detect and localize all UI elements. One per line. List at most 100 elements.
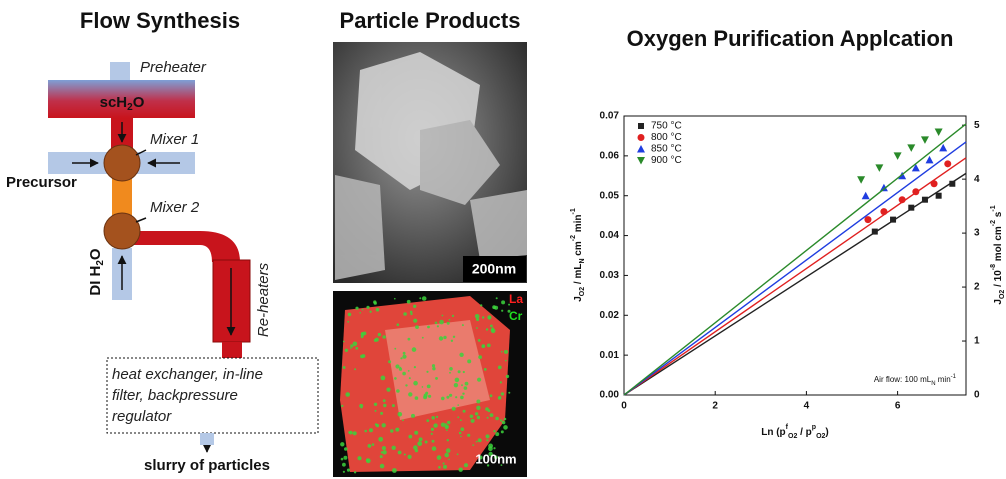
- cr-dot: [454, 383, 458, 387]
- cr-dot: [504, 350, 508, 354]
- cr-dot: [374, 339, 377, 342]
- cr-dot: [369, 311, 371, 313]
- cr-dot: [383, 404, 386, 407]
- y2-tick-label: 3: [974, 228, 980, 239]
- cr-dot: [341, 458, 344, 461]
- cr-dot: [504, 418, 507, 421]
- cr-dot: [419, 297, 421, 299]
- cr-dot: [344, 447, 348, 451]
- cr-dot: [476, 400, 480, 404]
- cr-dot: [475, 412, 478, 415]
- cr-dot: [476, 441, 478, 443]
- y-tick-label: 0.07: [600, 111, 620, 122]
- cr-dot: [422, 296, 427, 301]
- annotation: Air flow: 100 mLN min-1: [874, 374, 957, 387]
- cr-dot: [486, 434, 490, 438]
- chart: Oxygen Purification Applcation Ln (pfO2 …: [570, 26, 1006, 440]
- cr-dot: [408, 435, 412, 439]
- cr-dot: [378, 437, 383, 442]
- cr-dot: [432, 364, 435, 367]
- marker: [890, 217, 896, 223]
- legend-marker: [637, 145, 645, 153]
- cr-dot: [460, 436, 462, 438]
- cr-dot: [423, 395, 427, 399]
- outlet: [200, 433, 214, 445]
- cr-dot: [436, 416, 438, 418]
- cr-dot: [372, 443, 375, 446]
- cr-dot: [486, 328, 488, 330]
- legend-marker: [638, 123, 644, 129]
- cr-dot: [477, 378, 481, 382]
- cr-dot: [357, 456, 361, 460]
- cr-dot: [382, 335, 386, 339]
- cr-dot: [410, 311, 413, 314]
- cr-dot: [413, 305, 416, 308]
- cr-dot: [470, 415, 474, 419]
- legend-marker: [638, 134, 645, 141]
- cr-dot: [491, 328, 494, 331]
- y-axis-label: JO2 / mLN cm-2 min-1: [570, 208, 586, 302]
- cr-dot: [472, 444, 474, 446]
- cr-dot: [455, 378, 460, 383]
- cr-dot: [398, 412, 403, 417]
- cr-dot: [500, 419, 502, 421]
- fit-line: [624, 142, 966, 395]
- cr-dot: [427, 326, 430, 329]
- mixer-label: Mixer 1: [150, 131, 199, 148]
- cr-dot: [467, 359, 471, 363]
- cr-dot: [498, 396, 502, 400]
- marker: [875, 164, 883, 172]
- cr-dot: [446, 396, 449, 399]
- cr-dot: [488, 317, 491, 320]
- cr-dot: [500, 381, 502, 383]
- y-tick-label: 0.01: [600, 350, 620, 361]
- cr-dot: [457, 416, 459, 418]
- scale-label: 100nm: [475, 451, 516, 466]
- cr-dot: [494, 306, 498, 310]
- marker: [872, 229, 878, 235]
- cr-dot: [417, 441, 422, 446]
- cr-dot: [481, 344, 485, 348]
- y2-tick-label: 4: [974, 174, 980, 185]
- cr-dot: [439, 320, 444, 325]
- cr-dot: [501, 430, 504, 433]
- y-tick-label: 0.03: [600, 270, 620, 281]
- cr-dot: [490, 413, 494, 417]
- marker: [949, 181, 955, 187]
- cr-dot: [407, 300, 411, 304]
- cr-dot: [341, 405, 343, 407]
- cr-dot: [441, 397, 445, 401]
- cr-dot: [390, 429, 393, 432]
- legend-label: 900 °C: [651, 155, 682, 166]
- cr-dot: [382, 446, 386, 450]
- cr-dot: [375, 410, 377, 412]
- cr-dot: [354, 368, 356, 370]
- cr-dot: [442, 315, 444, 317]
- panel-title: Particle Products: [340, 8, 521, 33]
- box-text: filter, backpressure: [112, 387, 238, 404]
- map-legend: La: [509, 292, 523, 306]
- cr-dot: [480, 304, 482, 306]
- cr-dot: [477, 416, 480, 419]
- chart-title: Oxygen Purification Applcation: [627, 26, 954, 51]
- cr-dot: [447, 439, 449, 441]
- cr-dot: [381, 376, 386, 381]
- cr-dot: [360, 355, 364, 359]
- cr-dot: [447, 421, 450, 424]
- cr-dot: [484, 368, 487, 371]
- cr-dot: [462, 393, 464, 395]
- figure: Flow Synthesis Preheater scH2O Mixer 1 P…: [0, 0, 1006, 479]
- cr-dot: [455, 396, 457, 398]
- cr-dot: [382, 450, 386, 454]
- legend-label: 850 °C: [651, 144, 682, 155]
- mixer: [104, 213, 140, 249]
- cr-dot: [444, 453, 449, 458]
- scale-label: 200nm: [472, 261, 516, 277]
- cr-dot: [506, 375, 509, 378]
- cr-dot: [415, 396, 419, 400]
- cr-dot: [395, 428, 399, 432]
- cr-dot: [458, 370, 461, 373]
- cr-dot: [394, 298, 396, 300]
- cr-dot: [345, 349, 348, 352]
- cr-dot: [431, 428, 434, 431]
